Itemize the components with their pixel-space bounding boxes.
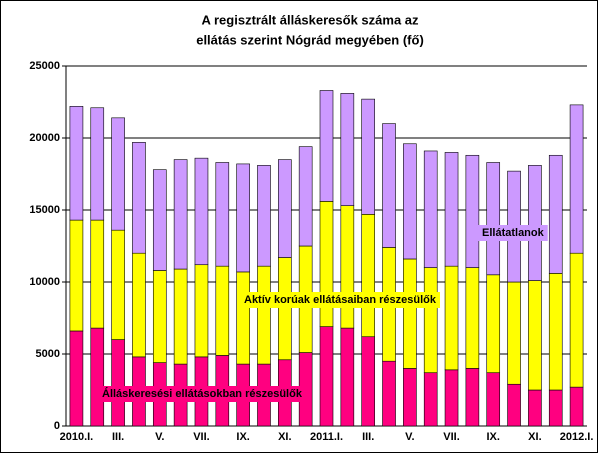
bar-segment [569, 104, 584, 254]
bar-segment [173, 159, 188, 270]
bar-segment [236, 271, 250, 365]
bar-segment [90, 107, 105, 221]
y-tick-label: 10000 [29, 276, 60, 288]
bar-segment [90, 327, 105, 427]
bar-segment [486, 162, 501, 276]
bar-segment [111, 339, 125, 427]
x-tick-label: IX. [486, 431, 499, 443]
bar-segment [194, 157, 209, 266]
bar-segment [423, 267, 438, 374]
bar-segment [215, 265, 230, 356]
bar-segment [486, 372, 501, 427]
bar-segment [319, 326, 334, 427]
bar-segment [444, 152, 459, 267]
bar-segment [361, 336, 375, 427]
bar-segment [152, 169, 167, 271]
bar-segment [507, 281, 521, 385]
x-tick-label: IX. [236, 431, 249, 443]
bar-segment [569, 252, 584, 388]
bar-segment [403, 368, 417, 427]
bar-segment [173, 268, 188, 365]
bar-segment [340, 93, 355, 206]
bar-segment [257, 265, 271, 365]
bar-segment [486, 274, 501, 374]
chart-title: A regisztrált álláskeresők száma az [201, 12, 419, 27]
y-tick-label: 0 [54, 420, 60, 432]
bar-segment [403, 258, 417, 369]
y-tick-label: 20000 [29, 132, 60, 144]
bar-segment [132, 142, 146, 254]
bar-segment [111, 117, 125, 231]
bar-segment [403, 143, 417, 260]
x-tick-label: 2012.I. [560, 431, 594, 443]
y-tick-label: 15000 [29, 204, 60, 216]
legend-label: Ellátatlanok [482, 227, 545, 239]
bar-segment [152, 270, 167, 363]
x-tick-label: VII. [443, 431, 460, 443]
bar-segment [69, 219, 84, 332]
bar-segment [319, 90, 334, 202]
x-tick-label: 2011.I. [310, 431, 343, 443]
legend-box [240, 292, 440, 308]
legend-box [98, 386, 306, 402]
bar-segment [423, 150, 438, 268]
bar-segment [465, 154, 480, 268]
bar-segment [507, 383, 521, 427]
x-tick-label: V. [155, 431, 164, 443]
bar-segment [236, 163, 250, 273]
bar-segment [69, 106, 84, 221]
bar-segment [340, 327, 355, 427]
bar-segment [548, 273, 563, 391]
x-tick-label: XI. [278, 431, 291, 443]
bar-segment [528, 165, 542, 281]
bar-segment [90, 219, 105, 329]
x-tick-label: XI. [528, 431, 541, 443]
bar-segment [111, 229, 125, 340]
bar-segment [298, 146, 313, 247]
bar-segment [528, 280, 542, 391]
x-tick-label: III. [112, 431, 124, 443]
bar-segment [382, 360, 396, 427]
bar-segment [548, 154, 563, 274]
legend-box [478, 225, 548, 241]
bar-segment [278, 257, 292, 361]
bar-segment [548, 389, 563, 427]
bar-segment [569, 386, 584, 427]
bar-segment [444, 369, 459, 427]
chart-title: ellátás szerint Nógrád megyében (fő) [196, 32, 424, 47]
bar-segment [361, 214, 375, 338]
x-tick-label: V. [405, 431, 414, 443]
x-tick-label: VII. [193, 431, 210, 443]
bar-segment [215, 162, 230, 267]
bar-segment [340, 205, 355, 329]
x-tick-label: 2010.I. [60, 431, 94, 443]
bar-segment [465, 267, 480, 369]
bar-segment [257, 165, 271, 267]
bar-segment [69, 330, 84, 427]
bar-segment [528, 389, 542, 427]
bar-segment [444, 265, 459, 371]
legend-label: Álláskeresési ellátásokban részesülők [102, 387, 303, 400]
bar-segment [423, 372, 438, 427]
bar-segment [194, 264, 209, 358]
bar-segment [132, 252, 146, 358]
legend-label: Aktív korúak ellátásaiban részesülők [244, 294, 437, 306]
bar-segment [382, 123, 396, 248]
bar-segment [278, 159, 292, 258]
y-tick-label: 5000 [36, 348, 60, 360]
bar-segment [465, 368, 480, 427]
y-tick-label: 25000 [29, 60, 60, 72]
x-tick-label: III. [362, 431, 374, 443]
bar-segment [361, 98, 375, 215]
